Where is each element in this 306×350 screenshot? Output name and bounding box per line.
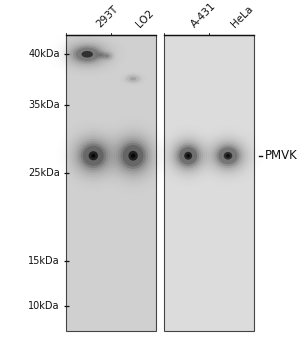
Ellipse shape bbox=[116, 138, 150, 174]
Ellipse shape bbox=[121, 142, 146, 169]
Ellipse shape bbox=[186, 154, 190, 158]
Ellipse shape bbox=[131, 154, 135, 158]
Ellipse shape bbox=[123, 145, 144, 167]
Text: 40kDa: 40kDa bbox=[28, 49, 60, 59]
Text: 35kDa: 35kDa bbox=[28, 100, 60, 110]
Ellipse shape bbox=[177, 145, 199, 166]
Text: 15kDa: 15kDa bbox=[28, 256, 60, 266]
Ellipse shape bbox=[184, 152, 192, 160]
Ellipse shape bbox=[78, 141, 108, 170]
Ellipse shape bbox=[83, 146, 104, 166]
Ellipse shape bbox=[175, 143, 201, 168]
Bar bbox=[164, 35, 254, 331]
Ellipse shape bbox=[76, 139, 110, 173]
Text: 10kDa: 10kDa bbox=[28, 301, 60, 311]
Text: LO2: LO2 bbox=[135, 8, 156, 30]
Ellipse shape bbox=[70, 44, 104, 64]
Text: 293T: 293T bbox=[95, 4, 120, 30]
Text: 25kDa: 25kDa bbox=[28, 168, 60, 178]
Text: A-431: A-431 bbox=[190, 1, 218, 30]
Ellipse shape bbox=[76, 48, 99, 61]
Ellipse shape bbox=[105, 54, 110, 57]
Ellipse shape bbox=[73, 46, 102, 63]
Bar bbox=[66, 35, 156, 331]
Text: HeLa: HeLa bbox=[230, 4, 255, 30]
Ellipse shape bbox=[224, 152, 232, 160]
Ellipse shape bbox=[212, 142, 244, 170]
Text: PMVK: PMVK bbox=[265, 149, 297, 162]
Ellipse shape bbox=[218, 147, 237, 164]
Ellipse shape bbox=[89, 151, 98, 160]
Ellipse shape bbox=[226, 154, 230, 158]
Ellipse shape bbox=[129, 151, 138, 161]
Ellipse shape bbox=[118, 140, 148, 172]
Ellipse shape bbox=[174, 141, 203, 170]
Ellipse shape bbox=[81, 51, 93, 58]
Ellipse shape bbox=[130, 77, 136, 80]
Ellipse shape bbox=[214, 144, 242, 168]
Ellipse shape bbox=[81, 144, 106, 168]
Ellipse shape bbox=[99, 54, 103, 56]
Ellipse shape bbox=[216, 146, 240, 166]
Ellipse shape bbox=[179, 147, 197, 164]
Ellipse shape bbox=[103, 53, 112, 59]
Ellipse shape bbox=[91, 154, 95, 158]
